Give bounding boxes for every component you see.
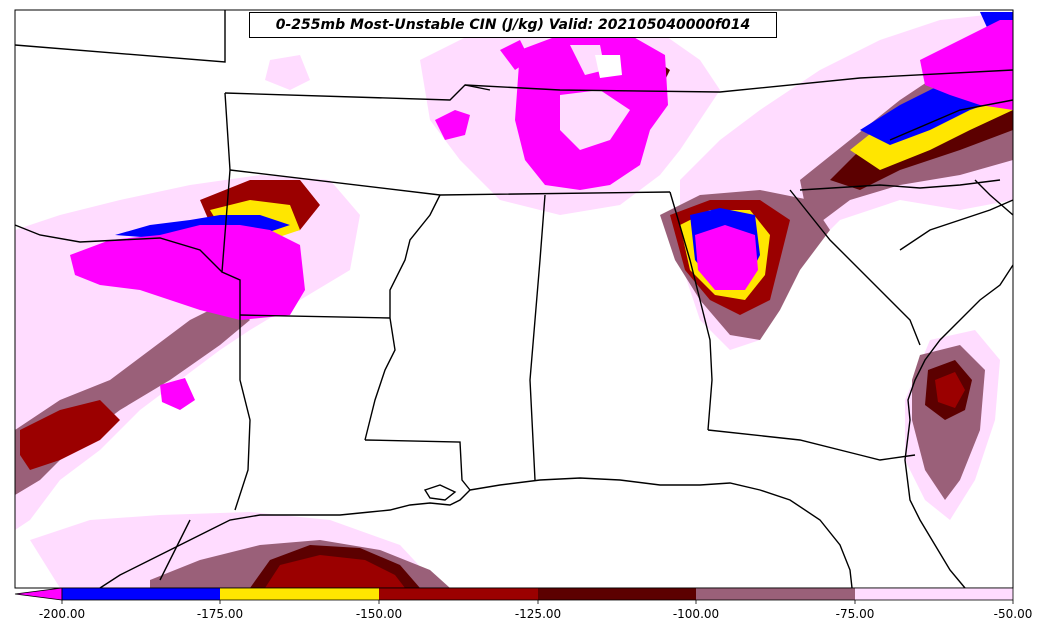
magenta-region-kentucky [435, 110, 470, 140]
colorbar-seg-5 [696, 588, 855, 600]
state-border-ga-fl [707, 429, 916, 461]
east-coast-upper [899, 199, 1014, 251]
texas-coast-mexico [159, 519, 191, 581]
boundaries [14, 10, 1014, 589]
colorbar-tick-label: -175.00 [196, 607, 244, 621]
map-title: 0-255mb Most-Unstable CIN (J/kg) Valid: … [249, 12, 777, 38]
state-border-al-ga [669, 191, 713, 431]
colorbar-tick-label: -150.00 [355, 607, 403, 621]
state-border-la-tx [234, 315, 251, 511]
colorbar-tick-label: -200.00 [38, 607, 86, 621]
darkred-region-west [20, 400, 120, 470]
colorbar-seg-2 [220, 588, 379, 600]
state-border-tx-ok [14, 224, 223, 273]
state-border-va-nc [889, 99, 1014, 141]
state-border-tn-north [464, 69, 1014, 93]
gulf-coast-west [99, 489, 471, 589]
colorbar-seg-4 [538, 588, 696, 600]
state-border-ks-mo [14, 10, 226, 63]
magenta-region-atlanta [695, 225, 758, 290]
state-border-mo-north [224, 84, 491, 101]
colorbar-seg-3 [379, 588, 538, 600]
cin-field [15, 10, 1013, 588]
colorbar-extend [14, 587, 63, 601]
darkred-region-south [265, 555, 405, 588]
colorbar-seg-1 [62, 588, 220, 600]
louisiana-delta [423, 484, 457, 501]
gulf-coast-east [469, 477, 853, 589]
magenta-region-topright [920, 20, 1013, 110]
pink-region-upper-left [265, 55, 310, 90]
magenta-region-texas [160, 378, 195, 410]
colorbar-tick-label: -125.00 [514, 607, 562, 621]
mississippi-river [364, 194, 441, 441]
magenta-region-mo [500, 40, 530, 70]
darkred-region-georgia [935, 372, 965, 408]
colorbar-tick-label: -50.00 [993, 607, 1033, 621]
colorbar-tick-label: -75.00 [835, 607, 875, 621]
magenta-region-oklahoma [70, 225, 305, 320]
atlantic-coast [904, 264, 1014, 589]
colorbar-seg-6 [855, 588, 1013, 600]
state-border-nc-sc [799, 179, 1001, 191]
state-border-la-ms-south [364, 439, 471, 491]
state-border-sc-coast [974, 179, 1014, 216]
colorbar [14, 587, 1014, 604]
colorbar-tick-label: -100.00 [672, 607, 720, 621]
state-border-ms-al [529, 194, 546, 481]
state-border-ga-sc [789, 189, 921, 346]
state-border-ar-south [239, 314, 391, 319]
